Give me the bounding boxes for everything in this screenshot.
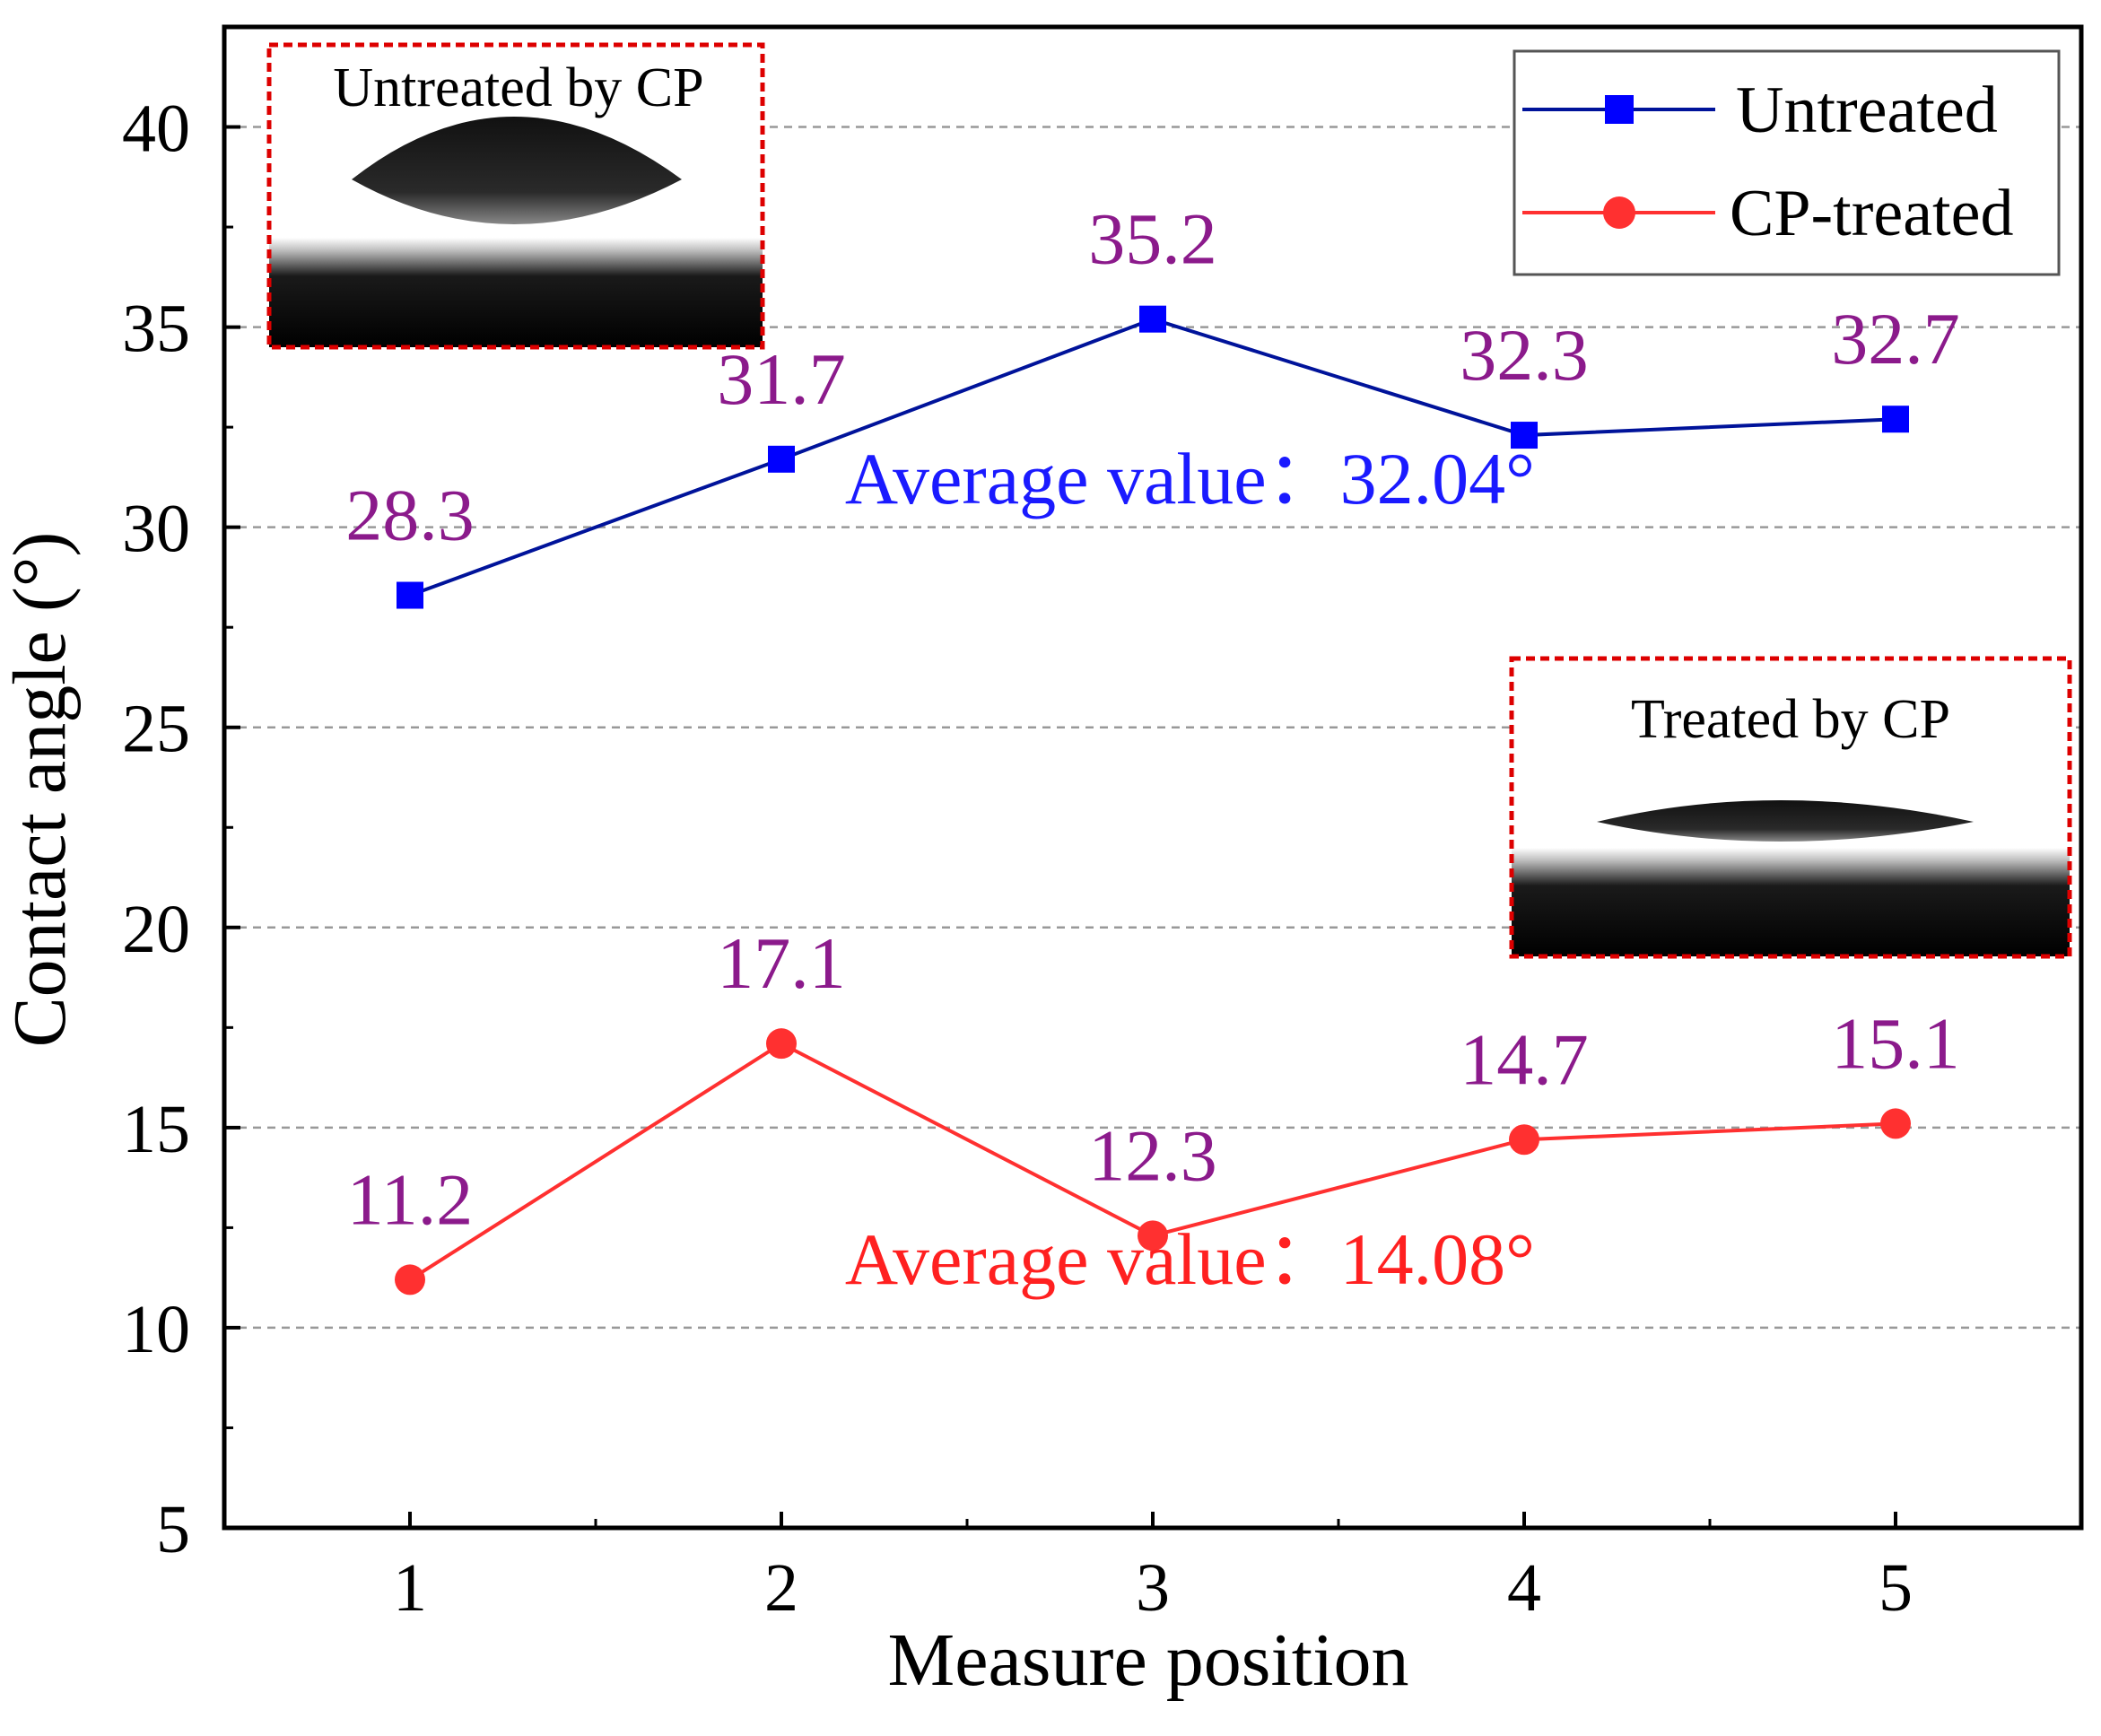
legend-label-cp-treated: CP-treated (1730, 177, 2013, 250)
x-tick-label-4: 4 (1507, 1550, 1541, 1626)
data-label-cp-treated-5: 15.1 (1831, 1002, 1960, 1084)
legend-marker-untreated (1605, 95, 1634, 124)
inset-treated-substrate (1512, 848, 2070, 956)
y-tick-label-10: 10 (122, 1292, 190, 1367)
point-untreated-3 (1139, 305, 1166, 333)
inset-untreated-substrate (269, 238, 763, 347)
data-label-untreated-1: 28.3 (345, 475, 475, 556)
annotation-untreated-average: Average value：32.04° (845, 438, 1535, 519)
x-tick-label-3: 3 (1136, 1550, 1170, 1626)
series-layer (395, 305, 1911, 1295)
data-label-untreated-3: 35.2 (1088, 198, 1217, 280)
y-tick-label-15: 15 (122, 1092, 190, 1167)
x-axis-title: Measure position (888, 1618, 1409, 1702)
inset-treated-border (1509, 656, 2072, 959)
point-untreated-2 (768, 445, 795, 473)
data-label-cp-treated-3: 12.3 (1088, 1114, 1217, 1196)
y-tick-label-25: 25 (122, 692, 190, 767)
inset-untreated-droplet (352, 117, 682, 224)
point-untreated-1 (397, 581, 423, 609)
legend: Untreated CP-treated (1513, 49, 2061, 276)
legend-label-untreated: Untreated (1736, 74, 1998, 147)
y-tick-label-20: 20 (122, 892, 190, 967)
inset-untreated-title: Untreated by CP (333, 57, 703, 118)
y-tick-label-40: 40 (122, 92, 190, 167)
point-untreated-4 (1511, 422, 1538, 449)
inset-treated: Treated by CP (1509, 656, 2072, 959)
x-tick-label-1: 1 (393, 1550, 427, 1626)
x-tick-labels: 1 2 3 4 5 (393, 1550, 1913, 1626)
y-tick-label-35: 35 (122, 292, 190, 367)
point-cp-treated-2 (766, 1028, 797, 1060)
x-tick-label-2: 2 (764, 1550, 798, 1626)
point-untreated-5 (1882, 406, 1909, 433)
data-labels: 28.3 31.7 35.2 32.3 32.7 11.2 17.1 12.3 14.7 15.1 (345, 198, 1960, 1241)
point-cp-treated-3 (1138, 1220, 1168, 1252)
legend-box (1513, 49, 2061, 276)
data-label-cp-treated-1: 11.2 (347, 1158, 473, 1240)
plot-frame (222, 24, 2084, 1531)
y-tick-label-30: 30 (122, 492, 190, 567)
inset-untreated-border (266, 42, 765, 350)
inset-treated-title: Treated by CP (1631, 689, 1950, 750)
data-label-untreated-5: 32.7 (1831, 298, 1960, 379)
data-label-untreated-4: 32.3 (1460, 314, 1589, 396)
point-cp-treated-4 (1509, 1124, 1539, 1156)
data-label-untreated-2: 31.7 (717, 338, 846, 420)
inset-untreated: Untreated by CP (266, 42, 765, 350)
inset-treated-droplet (1597, 800, 1974, 842)
y-axis-title: Contact angle (°) (0, 532, 82, 1048)
point-cp-treated-1 (395, 1264, 425, 1295)
data-label-cp-treated-4: 14.7 (1460, 1018, 1589, 1100)
y-tick-label-5: 5 (156, 1492, 190, 1567)
legend-marker-cp-treated (1603, 196, 1635, 229)
point-cp-treated-5 (1880, 1108, 1911, 1139)
data-label-cp-treated-2: 17.1 (717, 922, 846, 1004)
y-tick-labels: 5 10 15 20 25 30 35 40 (122, 92, 190, 1567)
x-tick-label-5: 5 (1879, 1550, 1913, 1626)
annotation-treated-average: Average value：14.08° (845, 1218, 1535, 1300)
